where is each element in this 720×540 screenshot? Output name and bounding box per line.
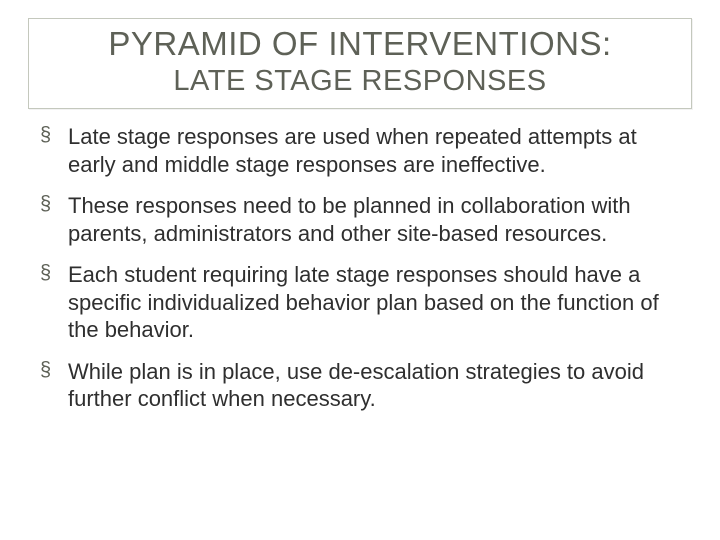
list-item: § While plan is in place, use de-escalat… (40, 358, 680, 413)
slide-body: § Late stage responses are used when rep… (28, 119, 692, 413)
list-item: § These responses need to be planned in … (40, 192, 680, 247)
bullet-text: Each student requiring late stage respon… (68, 261, 680, 344)
slide-title-main: PYRAMID OF INTERVENTIONS: (39, 25, 681, 63)
bullet-icon: § (40, 358, 68, 383)
slide: PYRAMID OF INTERVENTIONS: LATE STAGE RES… (0, 0, 720, 540)
title-box: PYRAMID OF INTERVENTIONS: LATE STAGE RES… (28, 18, 692, 109)
bullet-icon: § (40, 261, 68, 286)
bullet-text: These responses need to be planned in co… (68, 192, 680, 247)
slide-title-sub: LATE STAGE RESPONSES (39, 65, 681, 98)
bullet-text: Late stage responses are used when repea… (68, 123, 680, 178)
list-item: § Late stage responses are used when rep… (40, 123, 680, 178)
bullet-text: While plan is in place, use de-escalatio… (68, 358, 680, 413)
bullet-icon: § (40, 123, 68, 148)
list-item: § Each student requiring late stage resp… (40, 261, 680, 344)
bullet-icon: § (40, 192, 68, 217)
